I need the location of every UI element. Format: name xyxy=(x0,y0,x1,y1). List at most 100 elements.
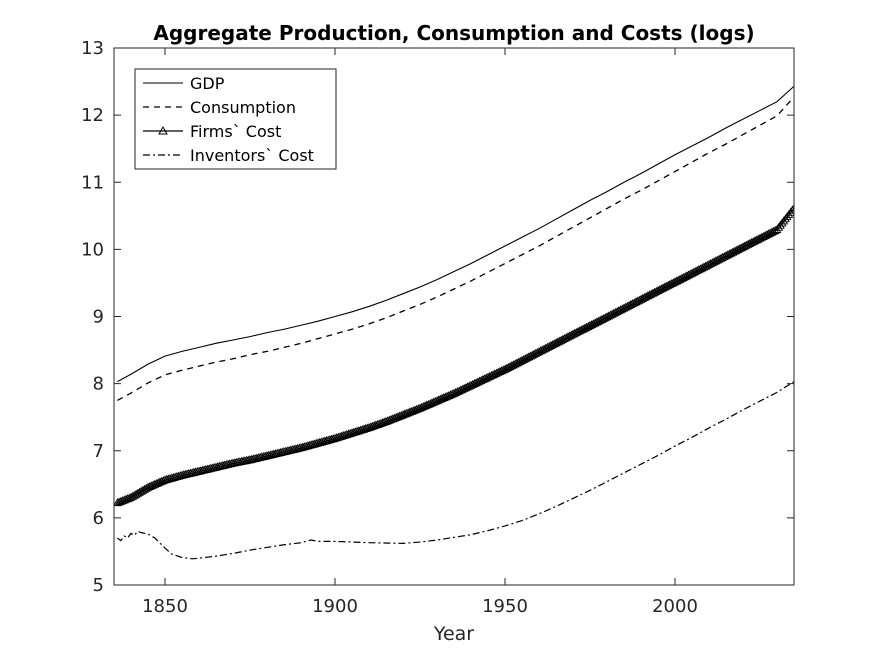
x-tick-label: 1900 xyxy=(312,596,358,617)
triangle-marker xyxy=(306,440,316,449)
triangle-marker xyxy=(296,443,306,452)
triangle-marker xyxy=(298,442,308,451)
legend-label: GDP xyxy=(190,74,225,93)
triangle-marker xyxy=(172,472,182,481)
y-tick-label: 13 xyxy=(81,38,104,59)
triangle-marker xyxy=(328,434,338,443)
y-tick-label: 7 xyxy=(93,441,104,462)
y-tick-label: 8 xyxy=(93,374,104,395)
triangle-marker xyxy=(769,226,778,235)
triangle-marker xyxy=(776,220,785,229)
triangle-marker xyxy=(349,427,359,436)
triangle-marker xyxy=(359,424,369,433)
triangle-marker xyxy=(787,205,794,214)
series-line xyxy=(117,96,794,401)
triangle-marker xyxy=(170,472,180,481)
triangle-marker xyxy=(340,430,350,439)
triangle-marker xyxy=(345,428,355,437)
triangle-marker xyxy=(332,433,342,442)
y-tick-label: 6 xyxy=(93,508,104,529)
triangle-marker xyxy=(315,437,325,446)
triangle-marker xyxy=(361,424,370,433)
triangle-marker xyxy=(354,426,364,435)
series-line xyxy=(117,85,794,383)
triangle-marker xyxy=(320,436,330,445)
x-axis-label: Year xyxy=(433,623,474,645)
series-layer xyxy=(114,85,794,560)
triangle-marker xyxy=(374,419,384,428)
triangle-marker xyxy=(323,435,333,444)
triangle-marker xyxy=(364,422,374,431)
triangle-marker xyxy=(779,216,789,225)
y-tick-label: 5 xyxy=(93,575,104,596)
series-3 xyxy=(117,381,794,560)
triangle-marker xyxy=(308,439,318,448)
legend-box xyxy=(134,68,337,170)
triangle-marker xyxy=(322,436,331,445)
triangle-marker xyxy=(786,207,794,216)
triangle-marker xyxy=(774,222,784,231)
triangle-marker xyxy=(368,421,377,430)
triangle-marker xyxy=(325,435,335,444)
triangle-marker xyxy=(158,476,168,485)
triangle-marker xyxy=(310,439,319,448)
triangle-marker xyxy=(169,473,178,481)
triangle-marker xyxy=(352,426,362,435)
triangle-marker xyxy=(782,212,792,221)
triangle-marker xyxy=(303,441,313,450)
legend-marker xyxy=(158,125,168,135)
triangle-marker xyxy=(317,437,326,446)
triangle-marker xyxy=(337,431,347,440)
triangle-marker xyxy=(327,434,336,443)
triangle-marker xyxy=(335,432,345,441)
y-tick-label: 10 xyxy=(81,239,104,260)
triangle-marker xyxy=(175,471,185,480)
series-2 xyxy=(114,203,794,507)
y-tick-label: 12 xyxy=(81,105,104,126)
triangle-marker xyxy=(789,203,794,212)
triangle-marker xyxy=(162,474,172,483)
triangle-marker xyxy=(160,475,170,484)
series-0 xyxy=(117,85,794,383)
triangle-marker xyxy=(781,214,790,223)
legend-label: Firms` Cost xyxy=(190,122,281,141)
axes-layer: 1850 1900 1950 2000 5 6 7 8 9 10 11 12 13 xyxy=(81,38,795,617)
triangle-marker xyxy=(784,209,794,218)
legend-label: Consumption xyxy=(190,98,296,117)
series-1 xyxy=(117,96,794,401)
triangle-marker xyxy=(334,432,343,441)
triangle-marker xyxy=(376,418,386,427)
triangle-marker xyxy=(371,420,381,429)
triangle-marker xyxy=(356,425,365,434)
triangle-marker xyxy=(366,422,376,431)
y-tick-label: 11 xyxy=(81,172,104,193)
y-tick-label: 9 xyxy=(93,307,104,328)
triangle-marker xyxy=(777,218,787,227)
triangle-marker xyxy=(311,438,321,447)
triangle-marker xyxy=(330,433,340,442)
series-line xyxy=(117,381,794,560)
legend: GDP Consumption Firms` Cost Inventors` Cost xyxy=(134,68,337,170)
triangle-marker xyxy=(344,429,353,438)
triangle-marker xyxy=(305,440,314,449)
triangle-marker xyxy=(357,425,367,434)
triangle-marker xyxy=(318,437,328,446)
chart-title: Aggregate Production, Consumption and Co… xyxy=(153,21,754,45)
x-tick-label: 1850 xyxy=(142,596,188,617)
triangle-marker xyxy=(339,431,348,440)
triangle-marker xyxy=(301,441,311,450)
triangle-marker xyxy=(165,473,175,482)
triangle-marker xyxy=(772,224,782,233)
x-tick-label: 2000 xyxy=(652,596,698,617)
triangle-marker xyxy=(362,423,372,432)
triangle-marker xyxy=(342,429,352,438)
triangle-marker xyxy=(167,473,177,482)
legend-label: Inventors` Cost xyxy=(190,146,314,165)
x-tick-label: 1950 xyxy=(482,596,528,617)
triangle-marker xyxy=(174,471,183,480)
triangle-marker xyxy=(300,442,309,451)
triangle-marker xyxy=(313,438,323,447)
triangle-marker xyxy=(164,474,173,483)
triangle-marker xyxy=(351,427,360,436)
